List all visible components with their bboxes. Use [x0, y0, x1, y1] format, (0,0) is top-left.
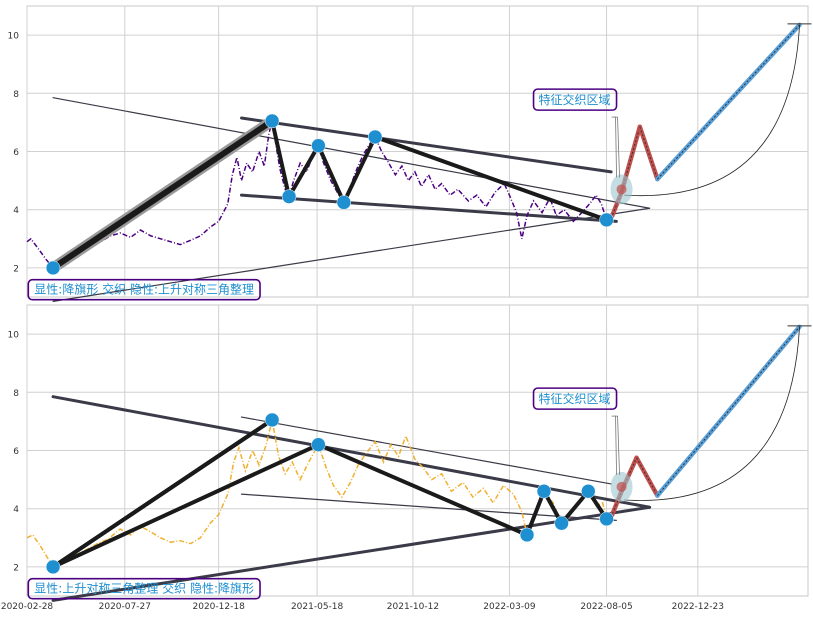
pivot-node	[45, 559, 61, 575]
zigzag-leg	[341, 134, 378, 205]
zigzag-leg	[51, 417, 275, 569]
pivot-node	[519, 527, 535, 543]
x-tick-label: 2021-05-18	[291, 602, 344, 612]
y-tick-label: 4	[13, 505, 19, 515]
x-tick-label: 2020-12-18	[193, 602, 246, 612]
x-tick-label: 2022-12-23	[672, 602, 724, 612]
y-tick-label: 10	[8, 32, 20, 42]
trend-line	[52, 207, 651, 302]
pivot-node	[311, 437, 326, 452]
focus-dot	[616, 184, 627, 195]
projection-leg-dash	[610, 192, 623, 219]
y-tick-label: 6	[13, 148, 19, 158]
zigzag-leg	[50, 117, 276, 271]
trend-line	[240, 416, 612, 485]
pivot-node	[264, 113, 280, 129]
callout-box	[532, 88, 618, 111]
x-tick-label: 2022-08-05	[580, 602, 632, 612]
pattern-label-box	[27, 278, 261, 301]
trend-line	[51, 505, 652, 602]
pivot-node	[336, 195, 352, 210]
pivot-node	[599, 511, 614, 527]
x-tick-label: 2020-02-28	[1, 602, 54, 612]
projection-leg-dash	[636, 457, 658, 496]
zigzag-leg	[525, 489, 546, 537]
y-tick-label: 10	[8, 331, 20, 341]
y-tick-label: 8	[13, 90, 19, 100]
callout-box	[532, 387, 618, 410]
callout-title: 特征交织区域	[539, 391, 611, 406]
trend-line	[52, 97, 651, 209]
projection-leg-dash	[657, 24, 800, 180]
trend-line	[240, 493, 617, 521]
projection-leg-dash	[639, 126, 658, 180]
price-series-line	[26, 419, 608, 568]
projection-leg-dash	[657, 326, 800, 496]
y-tick-label: 2	[13, 264, 19, 274]
zigzag-leg	[270, 118, 292, 199]
trend-line	[239, 116, 613, 174]
y-tick-label: 4	[13, 206, 19, 216]
pattern-label-box	[27, 577, 261, 600]
callout-title: 特征交织区域	[539, 92, 611, 107]
pivot-node	[281, 189, 297, 204]
projection-arc	[624, 326, 800, 501]
pivot-node	[311, 138, 326, 153]
zigzag-leg	[373, 134, 609, 222]
x-tick-label: 2022-03-09	[483, 602, 536, 612]
x-tick-label: 2021-10-12	[387, 602, 439, 612]
pivot-node	[581, 483, 596, 499]
focus-dot	[616, 481, 627, 492]
projection-arc	[624, 24, 800, 197]
pattern-label: 显性:上升对称三角整理 交织 隐性:降旗形	[34, 581, 254, 596]
projection-leg-dash	[610, 491, 623, 518]
trend-line	[239, 193, 618, 223]
pivot-node	[45, 260, 61, 276]
zigzag-leg	[316, 143, 346, 205]
x-tick-label: 2020-07-27	[99, 602, 151, 612]
zigzag-leg	[51, 442, 321, 569]
y-tick-label: 8	[13, 389, 19, 399]
zigzag-leg	[287, 143, 321, 199]
y-tick-label: 6	[13, 447, 19, 457]
callout-pointer	[613, 415, 620, 475]
callout-pointer	[613, 116, 620, 178]
pattern-label: 显性:降旗形 交织 隐性:上升对称三角整理	[34, 282, 254, 297]
y-tick-label: 2	[13, 563, 19, 573]
zigzag-leg	[316, 442, 530, 537]
pivot-node	[536, 483, 552, 499]
pivot-node	[599, 212, 614, 228]
pivot-node	[554, 516, 569, 531]
pivot-node	[367, 129, 383, 145]
projection-leg-dash	[621, 126, 641, 193]
chart-panel-bottom: 2020-02-28 2020-07-27 2020-12-18 2021-05-18…	[1, 304, 812, 612]
pivot-node	[264, 412, 280, 428]
